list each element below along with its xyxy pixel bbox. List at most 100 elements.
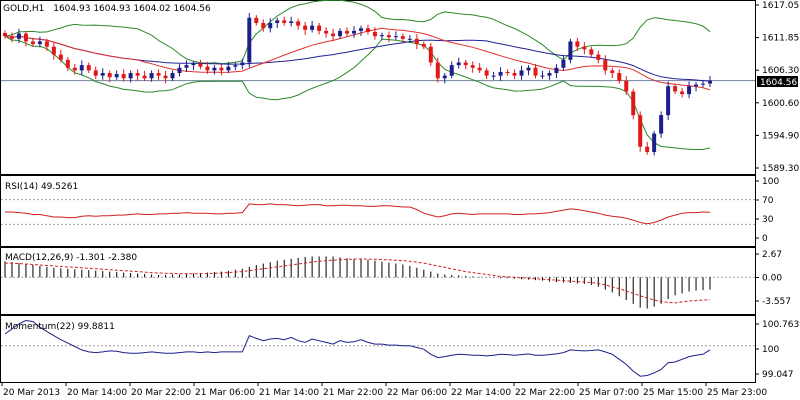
x-tick-label: 25 Mar 15:00 — [643, 388, 703, 398]
momentum-panel-frame — [0, 315, 756, 383]
rsi-y-tick: 0 — [762, 234, 768, 244]
momentum-title: Momentum(22) 99.8811 — [5, 322, 115, 332]
candle-body — [645, 146, 650, 152]
candle-body — [491, 75, 496, 77]
momentum-y-tick: 100 — [762, 345, 779, 355]
candle-body — [303, 25, 308, 30]
macd-y-tick: -3.557 — [762, 297, 791, 307]
rsi-y-tick: 100 — [762, 177, 779, 187]
candle-body — [324, 30, 329, 34]
price-y-tick: 1600.60 — [762, 99, 799, 109]
candle-body — [393, 36, 398, 38]
candle-body — [296, 21, 301, 26]
candle-body — [505, 71, 510, 74]
candle-body — [198, 63, 203, 67]
macd-plot — [1, 256, 755, 309]
candle-body — [498, 71, 503, 76]
candle-body — [477, 67, 482, 71]
candle-body — [533, 67, 538, 76]
candle-body — [435, 62, 440, 79]
momentum-line — [4, 319, 711, 377]
candle-body — [226, 66, 231, 71]
candle-body — [610, 70, 615, 74]
candle-body — [666, 86, 671, 116]
candle-body — [184, 65, 189, 68]
candle-body — [575, 41, 580, 47]
candle-body — [352, 30, 357, 34]
candle-body — [694, 84, 699, 87]
candle-body — [554, 67, 559, 74]
bollinger-upper-band — [4, 0, 711, 65]
symbol-name: GOLD,H1 — [3, 4, 44, 14]
candle-body — [701, 83, 706, 85]
candle-body — [414, 38, 419, 45]
candle-body — [163, 75, 168, 79]
candle-body — [233, 65, 238, 67]
macd-signal-line — [5, 258, 711, 304]
candle-body — [442, 75, 447, 79]
candle-body — [400, 36, 405, 39]
candle-body — [9, 36, 14, 39]
candle-body — [638, 115, 643, 147]
candle-body — [177, 67, 182, 74]
candle-body — [107, 73, 112, 78]
candle-body — [456, 62, 461, 66]
candle-body — [93, 70, 98, 76]
candle-body — [624, 80, 629, 92]
macd-title: MACD(12,26,9) -1.301 -2.380 — [5, 253, 137, 263]
candle-body — [338, 30, 343, 37]
price-y-tick: 1611.85 — [762, 34, 799, 44]
candle-body — [37, 41, 42, 45]
candle-body — [687, 86, 692, 95]
candle-body — [659, 115, 664, 134]
candle-body — [547, 73, 552, 76]
candle-body — [149, 73, 154, 79]
macd-y-tick: 2.67 — [762, 250, 782, 260]
candle-body — [512, 73, 517, 76]
price-y-tick: 1594.90 — [762, 131, 799, 141]
candle-body — [379, 35, 384, 37]
candle-body — [282, 20, 287, 24]
candle-body — [421, 44, 426, 47]
rsi-y-tick: 30 — [762, 215, 774, 225]
candle-body — [358, 28, 363, 31]
rsi-y-tick: 70 — [762, 196, 774, 206]
candle-body — [268, 23, 273, 29]
symbol-title: GOLD,H1 1604.93 1604.93 1604.02 1604.56 — [3, 4, 211, 14]
candle-body — [540, 75, 545, 77]
x-tick-label: 21 Mar 22:00 — [323, 388, 383, 398]
candle-body — [345, 30, 350, 34]
candle-body — [582, 46, 587, 50]
macd-y-tick: 0.00 — [762, 274, 782, 284]
candle-body — [631, 91, 636, 116]
candle-body — [191, 63, 196, 66]
x-tick-label: 22 Mar 14:00 — [451, 388, 511, 398]
candle-body — [673, 86, 678, 92]
candle-body — [114, 74, 119, 78]
macd-panel-frame — [0, 247, 756, 315]
momentum-y-tick: 100.7639 — [762, 320, 800, 330]
x-tick-label: 20 Mar 14:00 — [67, 388, 127, 398]
price-plot — [1, 0, 755, 156]
rsi-title: RSI(14) 49.5261 — [5, 182, 78, 192]
candle-body — [247, 17, 252, 63]
candle-body — [386, 35, 391, 38]
candle-body — [156, 73, 161, 76]
candle-body — [407, 38, 412, 40]
candle-body — [72, 67, 77, 71]
candle-body — [617, 73, 622, 81]
candle-body — [16, 33, 21, 39]
candle-body — [23, 33, 28, 42]
candle-body — [365, 28, 370, 32]
candle-body — [596, 54, 601, 60]
candle-body — [86, 65, 91, 71]
candle-body — [708, 80, 712, 84]
momentum-y-tick: 99.047 — [762, 370, 794, 380]
candle-body — [44, 41, 49, 47]
rsi-plot — [1, 199, 755, 225]
candle-body — [428, 46, 433, 63]
rsi-line — [5, 203, 711, 225]
candle-body — [121, 74, 126, 79]
candle-body — [254, 17, 259, 24]
